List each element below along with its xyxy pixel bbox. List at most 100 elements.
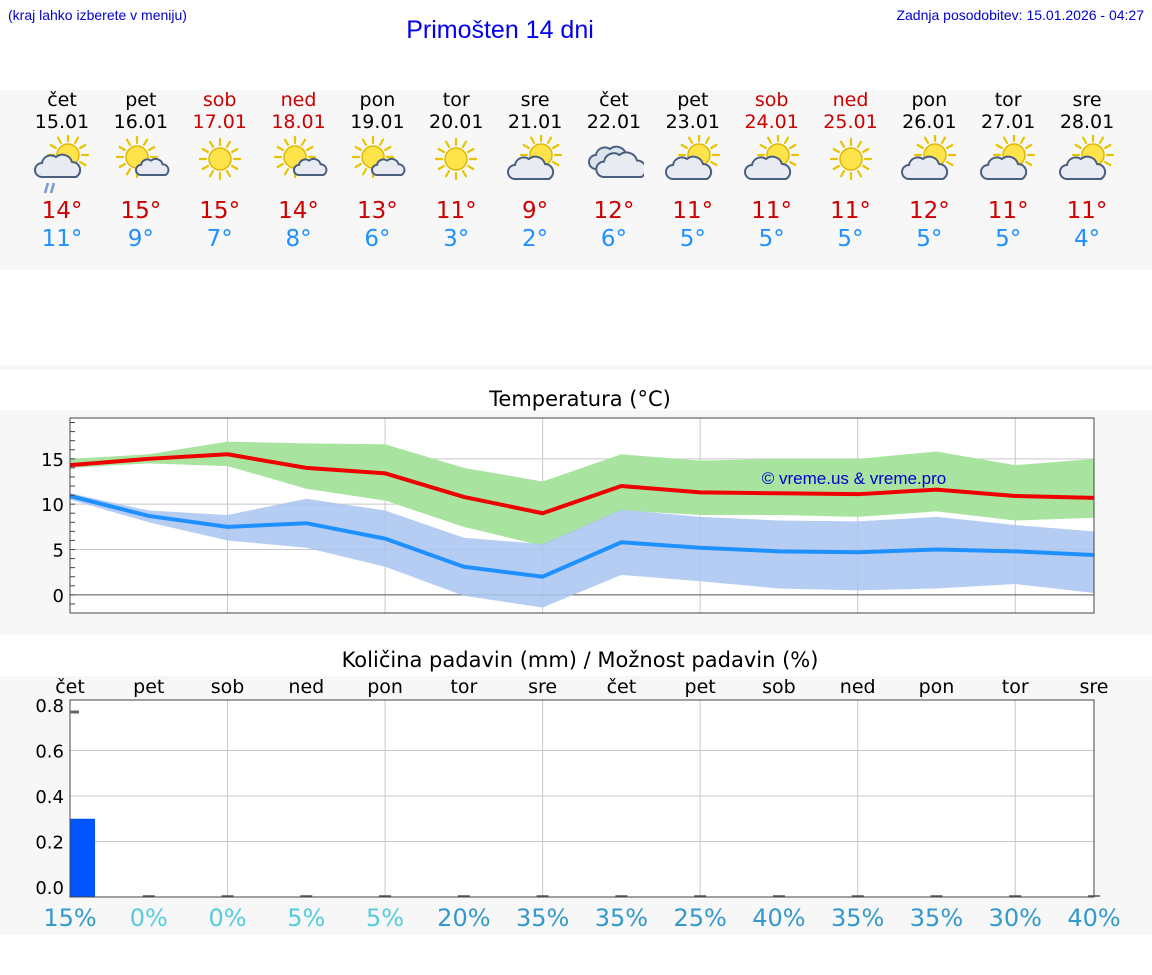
- day-date: 19.01: [350, 111, 405, 133]
- y-tick-label: 0.4: [35, 787, 64, 808]
- day-name: tor: [442, 89, 470, 111]
- precipitation-probability: 40%: [1067, 904, 1121, 932]
- precipitation-probability: 0%: [129, 904, 168, 932]
- day-date: 28.01: [1059, 111, 1115, 133]
- sun-cloud-icon: [980, 135, 1036, 180]
- min-temperature: 11°: [41, 226, 83, 252]
- sun-cloud-icon: [664, 135, 720, 180]
- day-name: pon: [359, 89, 396, 111]
- temperature-chart-title: Temperatura (°C): [489, 387, 671, 411]
- y-tick-label: 0.0: [35, 878, 64, 899]
- day-date: 21.01: [507, 111, 563, 133]
- x-tick-label: pet: [133, 676, 164, 698]
- sun-small-cloud-icon: [352, 135, 406, 179]
- x-tick-label: sre: [1080, 676, 1109, 698]
- x-tick-label: pon: [367, 676, 403, 698]
- day-name: čet: [47, 89, 77, 111]
- min-temperature: 3°: [443, 226, 470, 252]
- day-date: 15.01: [34, 111, 90, 133]
- max-temperature: 12°: [908, 198, 950, 224]
- max-temperature: 11°: [751, 198, 793, 224]
- min-temperature: 5°: [758, 226, 785, 252]
- min-temperature: 6°: [364, 226, 391, 252]
- sun-cloud-rain-icon: [34, 135, 90, 194]
- max-temperature: 11°: [987, 198, 1029, 224]
- day-name: pon: [911, 89, 948, 111]
- precipitation-probability: 5%: [366, 904, 405, 932]
- min-temperature: 2°: [522, 226, 549, 252]
- max-temperature: 9°: [522, 198, 549, 224]
- min-temperature: 7°: [206, 226, 233, 252]
- day-date: 18.01: [271, 111, 326, 133]
- min-temperature: 4°: [1073, 226, 1101, 252]
- day-name: čet: [599, 89, 629, 111]
- precipitation-probability: 40%: [752, 904, 806, 932]
- day-name: pet: [125, 89, 157, 111]
- last-update: Zadnja posodobitev: 15.01.2026 - 04:27: [896, 7, 1144, 23]
- max-temperature: 11°: [672, 198, 714, 224]
- page-title: Primošten 14 dni: [406, 16, 594, 44]
- day-date: 26.01: [902, 111, 957, 133]
- day-date: 22.01: [586, 111, 642, 133]
- y-tick-label: 5: [53, 541, 64, 562]
- precipitation-probability: 35%: [831, 904, 885, 932]
- day-date: 16.01: [113, 111, 169, 133]
- precipitation-probability: 35%: [594, 904, 649, 932]
- min-temperature: 5°: [837, 226, 864, 252]
- x-tick-label: ned: [288, 676, 324, 698]
- day-name: sob: [754, 89, 789, 111]
- sun-icon: [829, 137, 872, 181]
- max-temperature: 12°: [593, 198, 635, 224]
- x-tick-label: pon: [919, 676, 955, 698]
- sun-icon: [198, 137, 241, 181]
- min-temperature: 5°: [916, 226, 943, 252]
- sun-cloud-icon: [743, 135, 799, 180]
- y-tick-label: 15: [41, 450, 64, 471]
- max-temperature: 15°: [120, 198, 162, 224]
- x-tick-label: sob: [762, 676, 796, 698]
- max-temperature: 13°: [357, 198, 398, 224]
- day-name: sre: [1072, 89, 1102, 111]
- y-tick-label: 0.2: [35, 833, 64, 854]
- plot-area: [70, 700, 1094, 897]
- y-tick-label: 0: [53, 586, 64, 607]
- max-temperature: 15°: [199, 198, 241, 224]
- x-tick-label: sre: [528, 676, 557, 698]
- day-date: 23.01: [665, 111, 720, 133]
- plot-frame: [69, 417, 1095, 614]
- day-name: ned: [280, 89, 317, 111]
- day-date: 20.01: [429, 111, 484, 133]
- precipitation-probability: 0%: [208, 904, 247, 932]
- min-temperature: 9°: [127, 226, 154, 252]
- precipitation-probability: 20%: [437, 904, 491, 932]
- y-tick-label: 10: [41, 495, 64, 516]
- min-temperature: 6°: [600, 226, 627, 252]
- max-temperature: 14°: [41, 198, 83, 224]
- precipitation-probability: 35%: [515, 904, 570, 932]
- day-name: pet: [677, 89, 709, 111]
- min-temperature: 5°: [995, 226, 1022, 252]
- sun-cloud-icon: [1059, 135, 1115, 180]
- max-temperature: 11°: [1066, 198, 1108, 224]
- min-temperature: 8°: [285, 226, 312, 252]
- day-name: ned: [832, 89, 869, 111]
- sun-icon: [435, 137, 478, 181]
- precipitation-chart-title: Količina padavin (mm) / Možnost padavin …: [341, 648, 819, 672]
- min-temperature: 5°: [679, 226, 706, 252]
- y-tick-label: 0.8: [35, 696, 64, 717]
- max-temperature: 14°: [278, 198, 319, 224]
- forecast-strip: [0, 90, 1152, 270]
- precipitation-chart: čet pet sob ned pon tor sre čet pet sob ned pon tor s…: [35, 676, 1109, 899]
- day-name: sob: [202, 89, 237, 111]
- precipitation-bar: [70, 818, 95, 897]
- precipitation-probability: 5%: [287, 904, 326, 932]
- separator: [0, 365, 1152, 370]
- x-tick-label: ned: [840, 676, 876, 698]
- precipitation-probability: 30%: [988, 904, 1042, 932]
- precipitation-probability: 35%: [909, 904, 964, 932]
- day-date: 25.01: [823, 111, 878, 133]
- x-tick-label: pet: [685, 676, 716, 698]
- sun-small-cloud-icon: [273, 135, 327, 179]
- x-tick-label: čet: [607, 676, 637, 698]
- x-tick-label: čet: [55, 676, 85, 698]
